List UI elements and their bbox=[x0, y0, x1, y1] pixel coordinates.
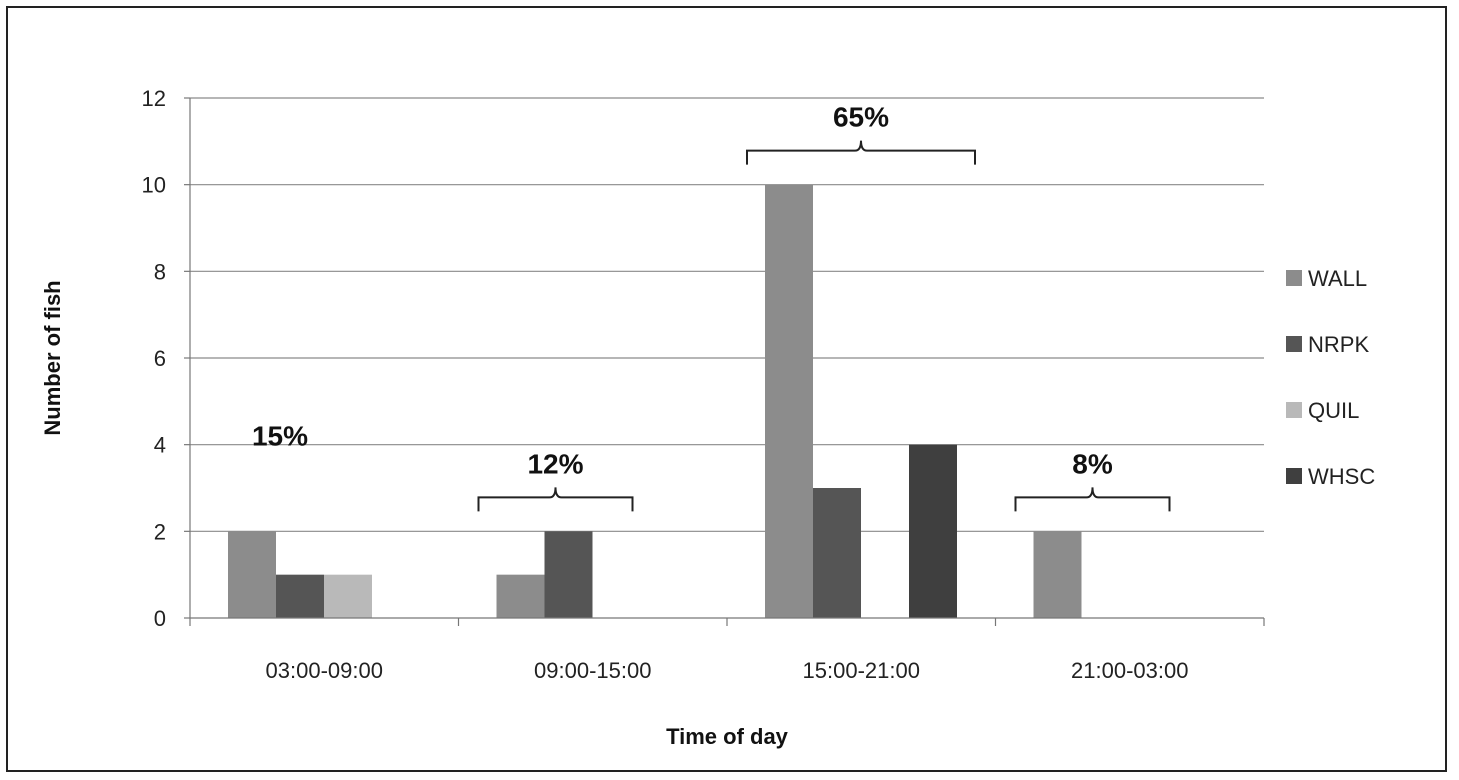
x-tick-label: 09:00-15:00 bbox=[534, 658, 651, 683]
bar-wall-3 bbox=[1033, 531, 1082, 618]
legend-label-quil: QUIL bbox=[1308, 398, 1359, 423]
bar-wall-0 bbox=[228, 531, 276, 618]
percent-label: 12% bbox=[527, 448, 583, 479]
chart-frame: 0 2 4 6 8 10 12 03:00-09:00 09:00-15:00 15:00-21:… bbox=[6, 6, 1447, 772]
y-axis-title: Number of fish bbox=[40, 280, 65, 435]
y-tick-label: 12 bbox=[142, 86, 166, 111]
bar-nrpk-2 bbox=[813, 488, 861, 618]
percent-label: 8% bbox=[1072, 448, 1113, 479]
bar-nrpk-0 bbox=[276, 574, 324, 618]
bar-whsc-2 bbox=[909, 444, 957, 618]
y-tick-label: 8 bbox=[154, 259, 166, 284]
axes: 0 2 4 6 8 10 12 03:00-09:00 09:00-15:00 15:00-21:… bbox=[142, 86, 1265, 683]
legend-swatch-quil bbox=[1286, 402, 1302, 418]
y-tick-label: 0 bbox=[154, 606, 166, 631]
bracket-2 bbox=[746, 140, 976, 165]
y-tick-label: 6 bbox=[154, 346, 166, 371]
annotations: 15% 12% 65% 8% bbox=[252, 102, 1171, 512]
bar-nrpk-1 bbox=[544, 531, 593, 618]
y-tick-label: 4 bbox=[154, 433, 166, 458]
y-tick-label: 2 bbox=[154, 519, 166, 544]
x-tick-label: 21:00-03:00 bbox=[1071, 658, 1188, 683]
legend: WALL NRPK QUIL WHSC bbox=[1286, 266, 1375, 489]
percent-label: 15% bbox=[252, 420, 308, 451]
legend-swatch-whsc bbox=[1286, 468, 1302, 484]
legend-label-whsc: WHSC bbox=[1308, 464, 1375, 489]
legend-label-wall: WALL bbox=[1308, 266, 1367, 291]
bar-chart: 0 2 4 6 8 10 12 03:00-09:00 09:00-15:00 15:00-21:… bbox=[40, 86, 1375, 749]
x-tick-label: 03:00-09:00 bbox=[266, 658, 383, 683]
legend-swatch-wall bbox=[1286, 270, 1302, 286]
y-tick-label: 10 bbox=[142, 173, 166, 198]
legend-swatch-nrpk bbox=[1286, 336, 1302, 352]
bar-quil-0 bbox=[324, 574, 372, 618]
gridlines bbox=[190, 97, 1264, 532]
bracket-3 bbox=[1014, 487, 1171, 512]
bars bbox=[228, 184, 1082, 618]
bar-wall-1 bbox=[496, 574, 545, 618]
bracket-1 bbox=[477, 487, 634, 512]
percent-label: 65% bbox=[833, 102, 889, 133]
x-axis-title: Time of day bbox=[666, 724, 789, 749]
x-tick-label: 15:00-21:00 bbox=[803, 658, 920, 683]
legend-label-nrpk: NRPK bbox=[1308, 332, 1369, 357]
bar-wall-2 bbox=[765, 184, 813, 618]
